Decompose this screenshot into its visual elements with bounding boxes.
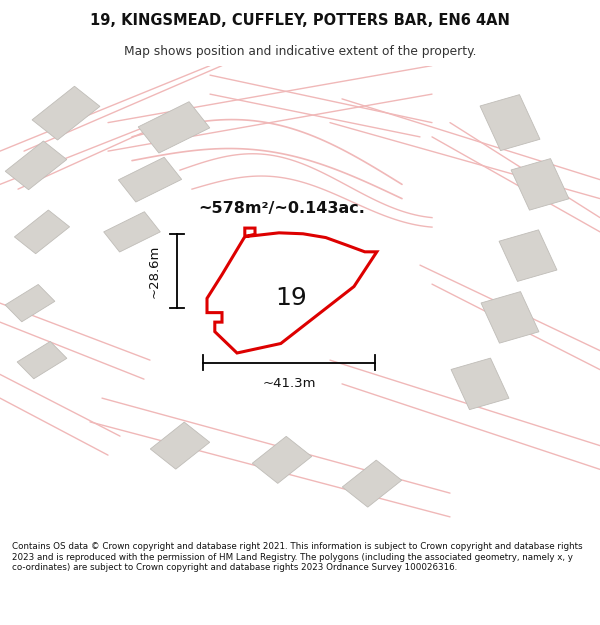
Text: 19: 19 [275,286,307,311]
Polygon shape [481,292,539,343]
Text: Contains OS data © Crown copyright and database right 2021. This information is : Contains OS data © Crown copyright and d… [12,542,583,572]
Polygon shape [5,141,67,190]
Polygon shape [480,94,540,151]
Text: ~41.3m: ~41.3m [262,378,316,391]
Polygon shape [151,422,209,469]
Text: Map shows position and indicative extent of the property.: Map shows position and indicative extent… [124,46,476,58]
Text: ~28.6m: ~28.6m [148,244,161,298]
Polygon shape [32,86,100,140]
Polygon shape [14,210,70,254]
Polygon shape [17,341,67,379]
Polygon shape [138,102,210,153]
Text: 19, KINGSMEAD, CUFFLEY, POTTERS BAR, EN6 4AN: 19, KINGSMEAD, CUFFLEY, POTTERS BAR, EN6… [90,13,510,28]
Polygon shape [499,230,557,281]
Polygon shape [511,159,569,210]
Polygon shape [104,212,160,252]
Polygon shape [118,158,182,202]
Polygon shape [207,228,377,353]
Polygon shape [255,279,321,327]
Polygon shape [253,436,311,483]
Text: ~578m²/~0.143ac.: ~578m²/~0.143ac. [198,201,365,216]
Polygon shape [343,460,401,507]
Polygon shape [451,358,509,409]
Polygon shape [5,284,55,322]
